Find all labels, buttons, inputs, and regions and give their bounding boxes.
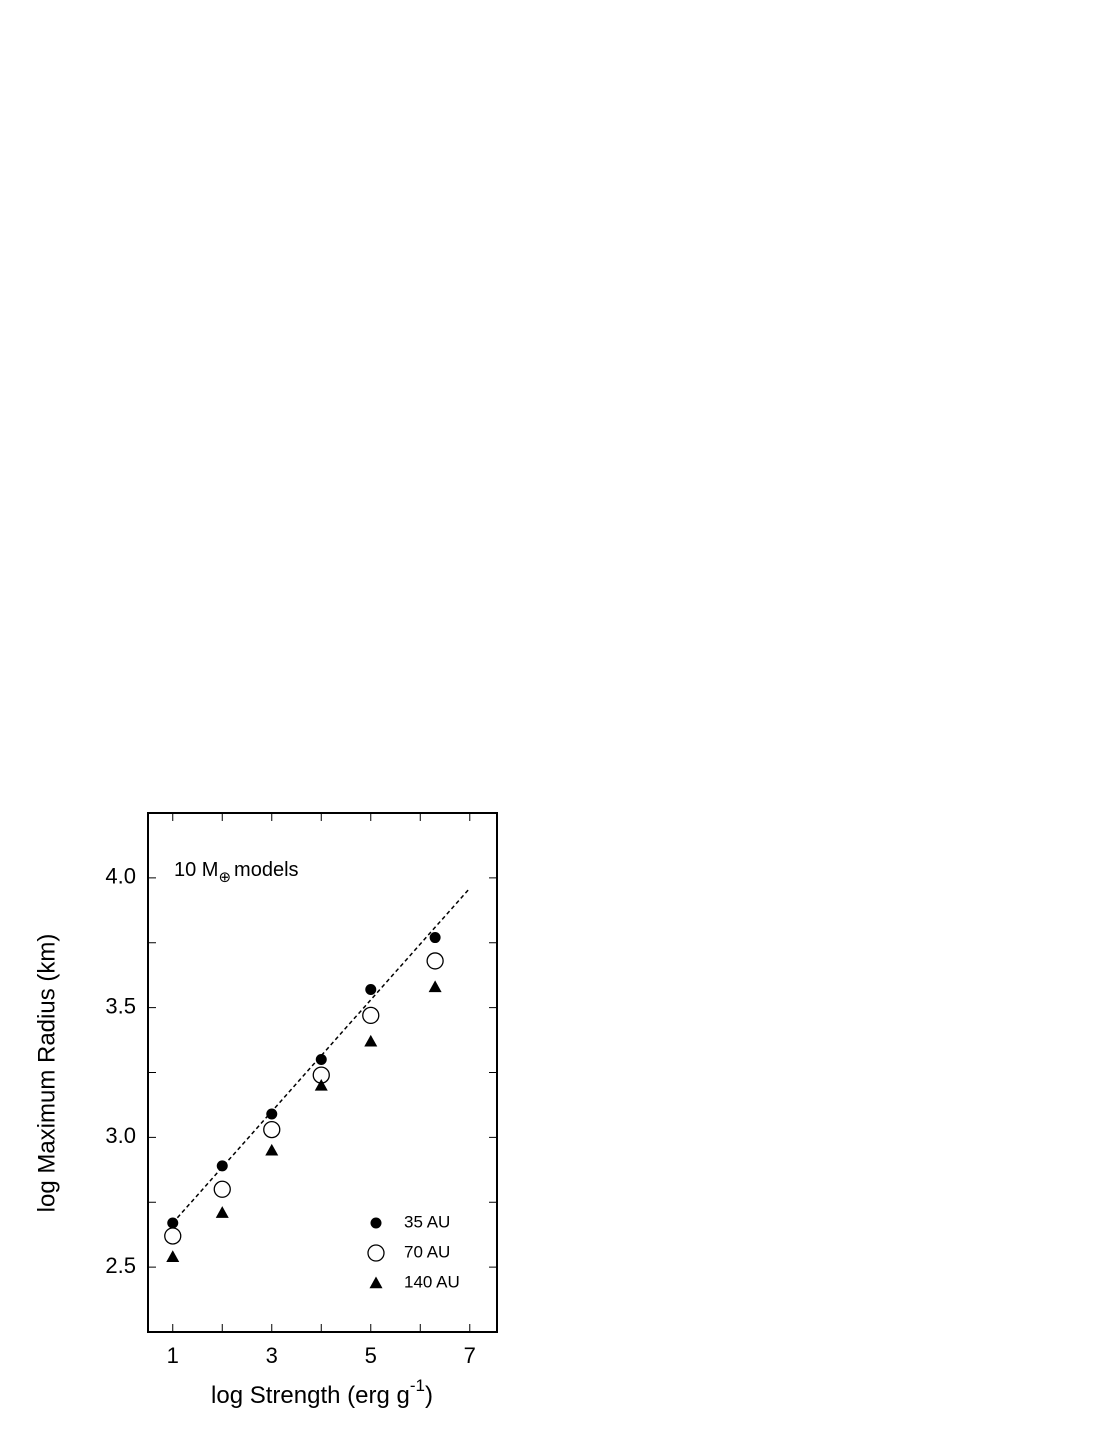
point bbox=[216, 1160, 228, 1172]
point bbox=[428, 980, 442, 993]
x-tick-label: 7 bbox=[464, 1343, 476, 1368]
y-tick-label: 4.0 bbox=[105, 864, 136, 889]
annotation: 10 M⊕ models bbox=[174, 859, 299, 886]
point bbox=[266, 1108, 278, 1120]
x-tick-label: 3 bbox=[266, 1343, 278, 1368]
y-tick-label: 2.5 bbox=[105, 1253, 136, 1278]
annotation-subscript: ⊕ bbox=[218, 869, 231, 886]
point bbox=[362, 1006, 380, 1025]
x-tick-label: 5 bbox=[365, 1343, 377, 1368]
point bbox=[215, 1206, 229, 1218]
x-label-text: log Strength (erg g bbox=[211, 1382, 410, 1409]
point bbox=[426, 952, 444, 970]
legend-marker bbox=[367, 1244, 385, 1262]
y-tick-label: 3.5 bbox=[105, 993, 136, 1018]
fit-line bbox=[172, 887, 471, 1224]
point bbox=[365, 983, 377, 995]
point bbox=[166, 1250, 180, 1262]
point bbox=[364, 1034, 378, 1047]
legend-label: 35 AU bbox=[404, 1212, 450, 1231]
point bbox=[213, 1180, 231, 1198]
point bbox=[263, 1120, 281, 1139]
legend-marker bbox=[370, 1217, 382, 1229]
x-label-superscript: -1 bbox=[410, 1376, 425, 1395]
point bbox=[315, 1054, 327, 1066]
legend-label: 70 AU bbox=[404, 1242, 450, 1261]
point bbox=[265, 1143, 279, 1156]
annotation-text: 10 M bbox=[174, 859, 218, 881]
point bbox=[167, 1217, 179, 1229]
point bbox=[429, 932, 441, 944]
x-tick-label: 1 bbox=[167, 1343, 179, 1368]
legend-label: 140 AU bbox=[404, 1272, 460, 1291]
point bbox=[314, 1078, 328, 1091]
point bbox=[164, 1227, 182, 1245]
x-axis-label: log Strength (erg g-1) bbox=[211, 1376, 433, 1409]
y-axis-label: log Maximum Radius (km) bbox=[33, 934, 60, 1213]
y-tick-label: 3.0 bbox=[105, 1123, 136, 1148]
x-label-suffix: ) bbox=[425, 1382, 433, 1409]
annotation-suffix: models bbox=[234, 859, 298, 881]
legend-marker bbox=[369, 1276, 383, 1289]
